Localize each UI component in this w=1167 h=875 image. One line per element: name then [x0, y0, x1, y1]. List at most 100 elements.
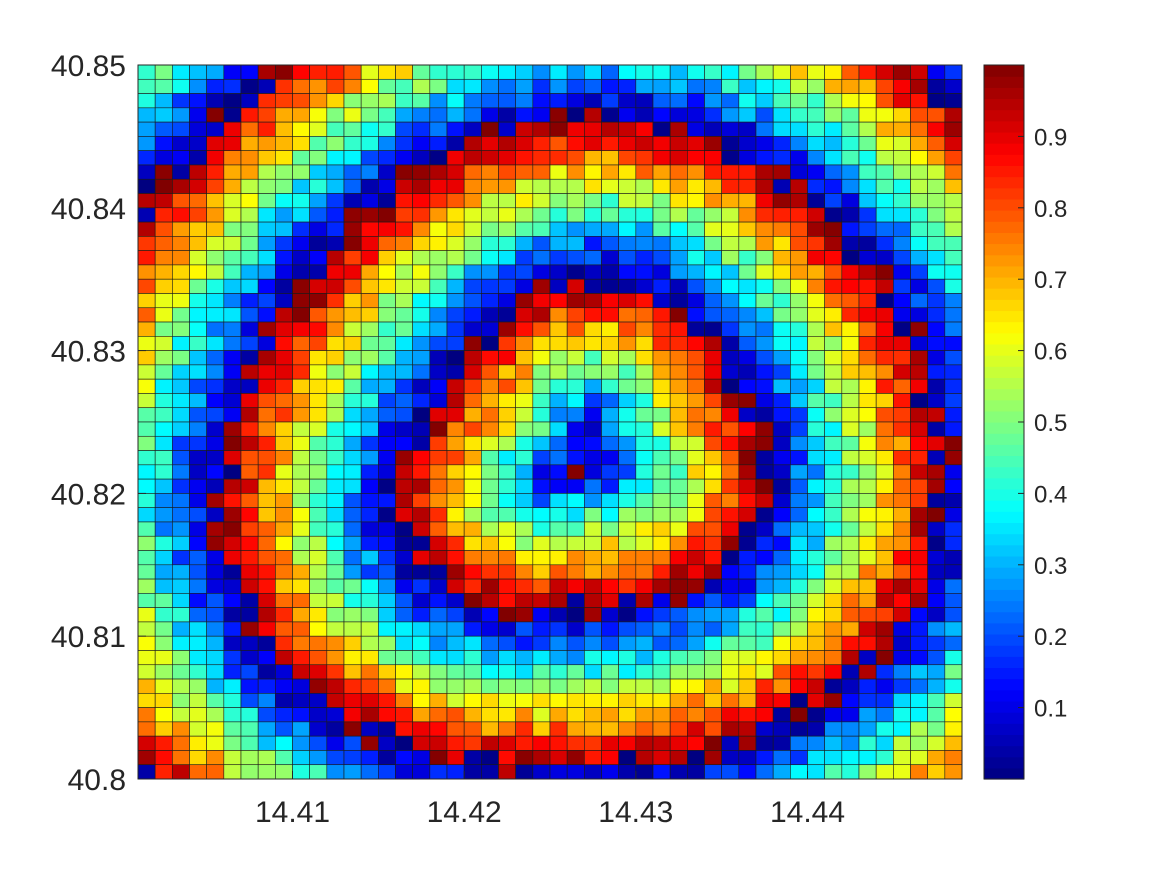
heatmap-cell: [584, 150, 602, 166]
heatmap-cell: [944, 278, 963, 294]
heatmap-cell: [841, 378, 860, 394]
heatmap-cell: [172, 550, 190, 566]
heatmap-cell: [772, 535, 791, 551]
heatmap-cell: [893, 378, 911, 394]
heatmap-cell: [481, 207, 499, 223]
heatmap-cell: [309, 478, 328, 494]
heatmap-cell: [704, 207, 722, 223]
heatmap-cell: [206, 593, 225, 608]
heatmap-cell: [532, 350, 551, 366]
heatmap-cell: [635, 735, 654, 751]
heatmap-cell: [360, 278, 379, 294]
heatmap-cell: [481, 507, 499, 523]
heatmap-cell: [137, 764, 156, 780]
heatmap-cell: [875, 421, 894, 437]
heatmap-cell: [738, 550, 757, 566]
heatmap-cell: [309, 564, 328, 580]
heatmap-cell: [515, 464, 534, 480]
heatmap-cell: [687, 193, 705, 209]
heatmap-cell: [257, 236, 276, 251]
heatmap-cell: [635, 521, 654, 537]
heatmap-cell: [721, 178, 740, 194]
heatmap-cell: [189, 421, 207, 437]
heatmap-cell: [584, 678, 602, 694]
heatmap-cell: [807, 193, 825, 209]
heatmap-cell: [875, 307, 894, 323]
heatmap-cell: [481, 493, 499, 508]
heatmap-cell: [858, 293, 877, 309]
heatmap-cell: [515, 236, 534, 251]
heatmap-cell: [669, 607, 688, 623]
heatmap-cell: [137, 621, 156, 637]
heatmap-cell: [412, 407, 431, 423]
heatmap-cell: [755, 607, 774, 623]
heatmap-cell: [412, 321, 431, 337]
heatmap-cell: [687, 378, 705, 394]
heatmap-cell: [652, 293, 671, 309]
heatmap-cell: [481, 164, 499, 180]
heatmap-cell: [635, 564, 654, 580]
heatmap-cell: [584, 593, 602, 608]
heatmap-cell: [858, 178, 877, 194]
colorbar-swatch: [984, 210, 1024, 222]
colorbar-swatch: [984, 767, 1024, 780]
heatmap-cell: [790, 535, 808, 551]
heatmap-cell: [309, 578, 328, 594]
heatmap-cell: [429, 735, 448, 751]
heatmap-cell: [446, 278, 465, 294]
heatmap-cell: [772, 264, 791, 280]
heatmap-cell: [360, 650, 379, 666]
heatmap-cell: [223, 664, 242, 680]
heatmap-cell: [326, 735, 345, 751]
heatmap-cell: [721, 635, 740, 651]
heatmap-cell: [498, 693, 516, 708]
heatmap-cell: [549, 593, 568, 608]
heatmap-cell: [824, 507, 843, 523]
heatmap-cell: [549, 650, 568, 666]
heatmap-cell: [532, 607, 551, 623]
heatmap-cell: [875, 250, 894, 266]
heatmap-cell: [858, 136, 877, 151]
heatmap-cell: [309, 493, 328, 508]
heatmap-cell: [515, 407, 534, 423]
heatmap-cell: [172, 635, 190, 651]
heatmap-cell: [893, 521, 911, 537]
heatmap-cell: [704, 278, 722, 294]
heatmap-cell: [498, 478, 516, 494]
heatmap-cell: [137, 550, 156, 566]
heatmap-cell: [601, 278, 619, 294]
heatmap-cell: [275, 578, 293, 594]
heatmap-cell: [755, 350, 774, 366]
heatmap-cell: [910, 307, 928, 323]
heatmap-cell: [257, 707, 276, 723]
heatmap-cell: [893, 121, 911, 137]
heatmap-cell: [172, 564, 190, 580]
heatmap-cell: [378, 364, 396, 380]
heatmap-cell: [275, 307, 293, 323]
heatmap-cell: [189, 207, 207, 223]
heatmap-cell: [137, 693, 156, 708]
heatmap-cell: [755, 136, 774, 151]
heatmap-cell: [858, 550, 877, 566]
heatmap-cell: [257, 64, 276, 80]
heatmap-cell: [944, 678, 963, 694]
heatmap-cell: [790, 407, 808, 423]
heatmap-cell: [635, 207, 654, 223]
colorbar-swatch: [984, 399, 1024, 412]
heatmap-cell: [498, 307, 516, 323]
heatmap-cell: [515, 707, 534, 723]
heatmap-cell: [669, 507, 688, 523]
heatmap-cell: [549, 364, 568, 380]
heatmap-cell: [412, 393, 431, 409]
heatmap-cell: [498, 664, 516, 680]
heatmap-cell: [772, 550, 791, 566]
heatmap-cell: [910, 764, 928, 780]
heatmap-cell: [378, 336, 396, 351]
heatmap-cell: [275, 136, 293, 151]
heatmap-cell: [875, 178, 894, 194]
heatmap-cell: [721, 450, 740, 466]
heatmap-cell: [137, 178, 156, 194]
heatmap-cell: [652, 721, 671, 737]
heatmap-cell: [755, 150, 774, 166]
heatmap-cell: [532, 493, 551, 508]
